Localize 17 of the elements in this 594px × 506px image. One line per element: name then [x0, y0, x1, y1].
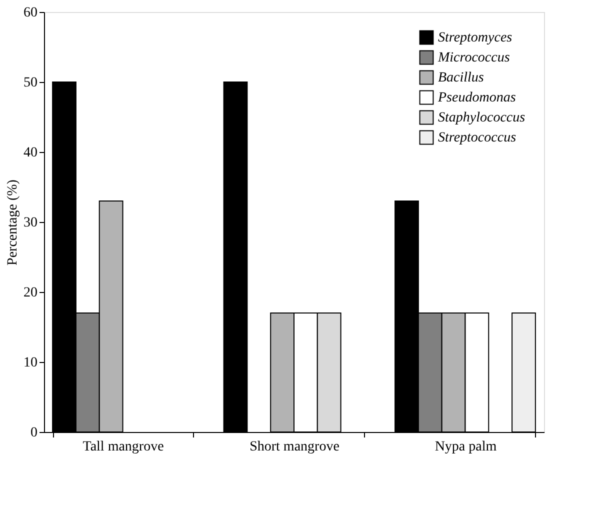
y-tick-label: 50	[24, 76, 38, 90]
y-tick-label: 20	[24, 286, 38, 300]
legend-label: Bacillus	[438, 70, 484, 86]
y-axis-title: Percentage (%)	[6, 179, 20, 266]
legend-label: Pseudomonas	[437, 90, 516, 106]
legend-label: Micrococcus	[437, 50, 510, 66]
legend-label: Streptococcus	[438, 130, 517, 146]
legend-label: Staphylococcus	[438, 110, 526, 126]
y-tick-label: 10	[24, 356, 38, 370]
legend-label: Streptomyces	[438, 30, 513, 46]
x-tick-label: Tall mangrove	[82, 440, 164, 454]
x-tick-label: Nypa palm	[434, 440, 497, 454]
y-tick-label: 40	[24, 146, 38, 160]
y-tick-label: 30	[24, 216, 38, 230]
y-tick-label: 0	[30, 426, 38, 440]
y-tick-label: 60	[24, 6, 38, 20]
x-tick-label: Short mangrove	[250, 440, 340, 454]
